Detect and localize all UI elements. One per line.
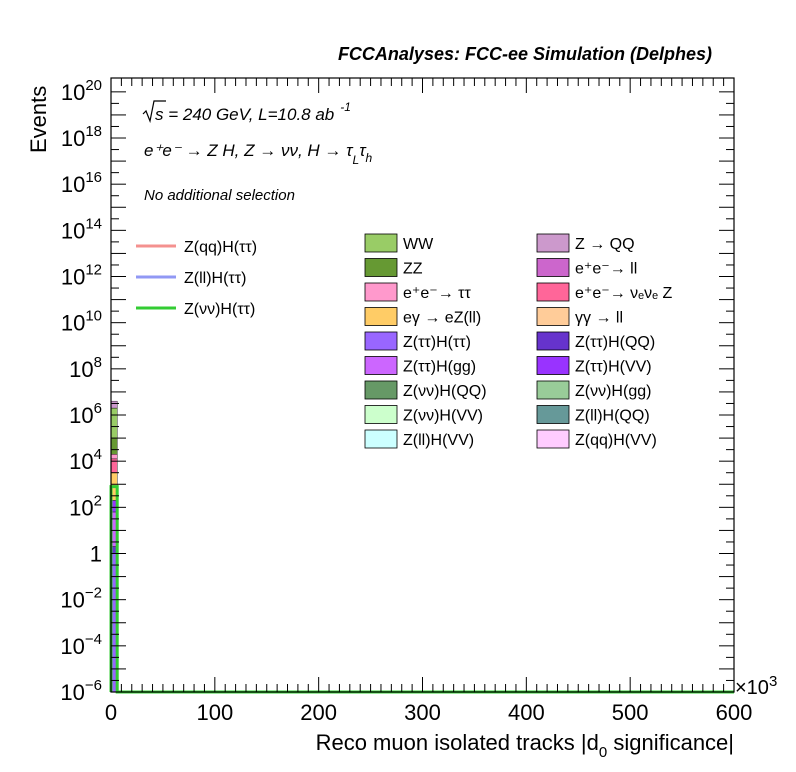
y-tick-label: 1 — [90, 542, 102, 567]
process-annotation: e⁺e⁻ → Z H, Z → νν, H → τLτh — [144, 141, 373, 167]
x-axis-multiplier: ×103 — [735, 673, 777, 699]
y-tick-label: 10−2 — [60, 585, 102, 613]
background-legend-label: γγ → ll — [575, 310, 623, 327]
background-legend-swatch — [536, 429, 570, 449]
background-legend-swatch — [364, 356, 398, 375]
y-tick-label: 1010 — [61, 308, 102, 336]
signal-legend-label: Z(ll)H(ττ) — [184, 270, 246, 287]
x-tick-label: 500 — [612, 700, 649, 725]
x-axis-label: Reco muon isolated tracks |d0 significan… — [316, 730, 734, 761]
background-legend-swatch — [364, 307, 398, 326]
background-legend-label: Z(ττ)H(gg) — [403, 359, 476, 376]
background-legend-swatch — [364, 282, 398, 302]
background-legend-label: Z(ll)H(QQ) — [575, 408, 650, 425]
background-legend-swatch — [364, 331, 398, 351]
background-legend-swatch — [536, 307, 570, 326]
signal-curve-znunu-htautau — [109, 485, 734, 694]
background-legend-swatch — [536, 258, 570, 277]
signal-legend-label: Z(qq)H(ττ) — [184, 239, 257, 256]
background-legend-swatch — [364, 429, 398, 449]
background-legend-label: e⁺e⁻→ νₑνₑ Z — [575, 285, 672, 302]
x-tick-label: 300 — [404, 700, 441, 725]
background-legend-label: Z → QQ — [575, 236, 635, 253]
background-legend-label: Z(ττ)H(VV) — [575, 359, 652, 376]
background-legend-swatch — [536, 233, 570, 253]
stack-segment-9 — [110, 400, 118, 409]
background-legend-swatch — [364, 380, 398, 400]
stack-segment-7 — [110, 437, 118, 455]
selection-annotation: No additional selection — [144, 187, 295, 204]
background-legend-label: Z(qq)H(VV) — [575, 432, 657, 449]
background-legend-label: eγ → eZ(ll) — [403, 310, 481, 327]
svg-text:s = 240 GeV, L=10.8 ab-1: s = 240 GeV, L=10.8 ab -1 — [155, 100, 351, 124]
background-legend-swatch — [536, 380, 570, 400]
background-legend-label: e⁺e⁻→ ll — [575, 261, 637, 278]
background-legend-label: e⁺e⁻→ ττ — [403, 285, 471, 302]
y-tick-label: 10−4 — [60, 631, 102, 659]
y-tick-label: 1018 — [61, 123, 102, 151]
chart-title: FCCAnalyses: FCC-ee Simulation (Delphes) — [338, 44, 712, 64]
x-tick-label: 400 — [508, 700, 545, 725]
signal-legend: Z(qq)H(ττ) Z(ll)H(ττ) Z(νν)H(ττ) — [136, 239, 257, 318]
background-legend-label: ZZ — [403, 261, 423, 278]
sqrt-symbol-icon — [142, 100, 166, 124]
stack-segment-6 — [110, 454, 118, 460]
background-legend-swatch — [536, 282, 570, 302]
background-legend-swatch — [536, 356, 570, 375]
background-legend-swatch — [364, 233, 398, 253]
x-tick-label: 0 — [105, 700, 117, 725]
signal-curve-layer — [109, 485, 734, 694]
x-tick-label: 600 — [716, 700, 753, 725]
y-tick-label: 108 — [69, 354, 102, 382]
background-legend-label: Z(ττ)H(ττ) — [403, 334, 471, 351]
axis-ticks: 1020 1018 1016 1014 1012 1010 108 106 104 102 1 10−… — [60, 77, 752, 725]
energy-annotation: s = 240 GeV, L=10.8 ab -1 — [142, 100, 351, 124]
background-legend-label: Z(ll)H(VV) — [403, 432, 474, 449]
y-tick-label: 1014 — [61, 215, 102, 243]
background-legend-label: WW — [403, 236, 434, 253]
background-legend-label: Z(νν)H(VV) — [403, 408, 483, 425]
y-tick-label: 1012 — [61, 262, 102, 290]
background-legend-swatch — [536, 405, 570, 424]
x-tick-label: 200 — [300, 700, 337, 725]
y-axis-label: Events — [26, 86, 51, 153]
background-legend-label: Z(νν)H(QQ) — [403, 383, 487, 400]
background-legend-label: Z(ττ)H(QQ) — [575, 334, 655, 351]
y-tick-label: 10−6 — [60, 677, 102, 705]
background-legend: WW Z → QQ ZZ e⁺e⁻→ ll e⁺e⁻→ ττ e⁺e⁻→ νₑνₑ Z eγ… — [364, 233, 672, 449]
y-tick-label: 104 — [69, 446, 102, 474]
background-legend-swatch — [536, 331, 570, 351]
stack-segment-8 — [110, 407, 118, 439]
y-tick-label: 102 — [69, 492, 102, 520]
background-legend-label: Z(νν)H(gg) — [575, 383, 651, 400]
signal-legend-label: Z(νν)H(ττ) — [184, 301, 255, 318]
x-tick-label: 100 — [196, 700, 233, 725]
background-legend-swatch — [364, 258, 398, 277]
y-tick-label: 106 — [69, 400, 102, 428]
background-legend-swatch — [364, 405, 398, 424]
y-tick-label: 1016 — [61, 169, 102, 197]
y-tick-label: 1020 — [61, 77, 102, 105]
